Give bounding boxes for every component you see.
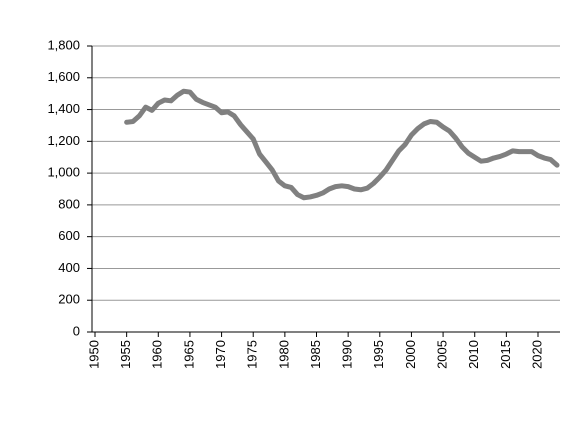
- y-tick-label: 1,200: [47, 133, 80, 148]
- data-line: [124, 88, 560, 201]
- y-tick-label: 1,400: [47, 101, 80, 116]
- x-tick-label: 1960: [150, 340, 165, 369]
- x-tick-label: 1955: [118, 340, 133, 369]
- y-tick-label: 800: [58, 196, 80, 211]
- y-tick-label: 1,800: [47, 37, 80, 52]
- x-tick-label: 1985: [308, 340, 323, 369]
- x-tick-label: 2005: [435, 340, 450, 369]
- x-tick-label: 1965: [181, 340, 196, 369]
- x-tick-label: 2015: [498, 340, 513, 369]
- x-tick-label: 1950: [86, 340, 101, 369]
- x-tick-label: 1970: [213, 340, 228, 369]
- x-tick-label: 2010: [466, 340, 481, 369]
- x-tick-label: 1995: [371, 340, 386, 369]
- x-tick-label: 2000: [403, 340, 418, 369]
- x-tick-label: 1975: [245, 340, 260, 369]
- x-tick-label: 2020: [529, 340, 544, 369]
- y-tick-label: 400: [58, 260, 80, 275]
- y-tick-label: 1,000: [47, 165, 80, 180]
- x-tick-label: 1990: [340, 340, 355, 369]
- y-tick-label: 1,600: [47, 69, 80, 84]
- y-tick-label: 0: [73, 323, 80, 338]
- x-tick-label: 1980: [276, 340, 291, 369]
- y-tick-label: 600: [58, 228, 80, 243]
- y-tick-label: 200: [58, 292, 80, 307]
